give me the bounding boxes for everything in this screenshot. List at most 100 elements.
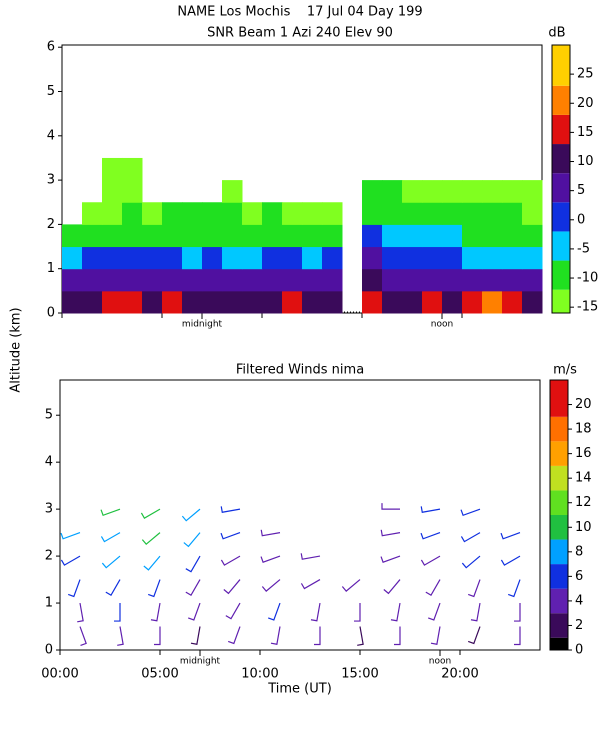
snr-cell: [322, 224, 343, 248]
wind-barb: [260, 555, 281, 564]
snr-cell: [362, 268, 383, 292]
snr-cell: [402, 180, 423, 203]
snr-cell: [162, 202, 183, 225]
wind-barb: [420, 506, 441, 513]
snr-cell: [62, 268, 83, 292]
snr-cell: [382, 180, 403, 203]
snr-cell: [302, 202, 323, 225]
wind-barb: [300, 579, 321, 590]
wind-barb: [380, 555, 401, 564]
snr-cell: [442, 202, 463, 225]
marker-label: midnight: [180, 657, 221, 667]
wind-barb: [500, 555, 521, 566]
snr-cell: [162, 268, 183, 292]
snr-cell: [302, 224, 323, 248]
chart-title: NAME Los Mochis 17 Jul 04 Day 199: [177, 5, 422, 20]
snr-cell: [102, 157, 123, 181]
snr-cell: [442, 180, 463, 203]
snr-cell: [82, 290, 103, 314]
snr-cell: [82, 202, 103, 225]
wind-barb: [185, 579, 201, 596]
wind-barb: [140, 508, 161, 519]
snr-cell: [502, 290, 523, 314]
chart-subtitle: SNR Beam 1 Azi 240 Elev 90: [207, 26, 393, 41]
colorbar-segment: [550, 380, 568, 417]
wind-barb: [68, 579, 81, 598]
wind-barb: [394, 626, 401, 646]
colorbar-segment: [552, 45, 570, 86]
wind-barb: [383, 579, 401, 595]
colorbar-segment: [550, 564, 568, 589]
snr-cell: [462, 290, 483, 314]
plot-frame: [59, 379, 541, 651]
snr-cell: [122, 180, 143, 203]
colorbar-segment: [552, 260, 570, 290]
y-tick-label: 3: [47, 173, 55, 188]
snr-cell: [422, 290, 443, 314]
snr-cell: [142, 246, 163, 270]
y-axis-label: Altitude (km): [9, 307, 24, 392]
wind-barb: [500, 532, 521, 540]
snr-cell: [162, 246, 183, 270]
wind-barb: [390, 602, 401, 622]
y-tick-label: 4: [45, 455, 53, 470]
snr-cell: [522, 202, 543, 225]
y-tick-label: 5: [45, 408, 53, 423]
snr-cell: [422, 180, 443, 203]
snr-cell: [502, 224, 523, 248]
marker-label: midnight: [182, 320, 223, 330]
snr-cell: [322, 246, 343, 270]
snr-cell: [502, 268, 523, 292]
wind-barb: [514, 626, 521, 646]
wind-barb: [100, 532, 121, 543]
wind-barb: [183, 532, 201, 548]
snr-cell: [282, 246, 303, 270]
snr-cell: [182, 224, 203, 248]
colorbar-tick-label: 6: [575, 569, 583, 584]
y-tick-label: 5: [47, 84, 55, 99]
snr-cell: [242, 268, 263, 292]
colorbar-segment: [552, 114, 570, 145]
snr-cell: [442, 268, 463, 292]
snr-cell: [102, 246, 123, 270]
snr-cell: [202, 224, 223, 248]
snr-cell: [302, 290, 323, 314]
wind-barb: [154, 626, 161, 646]
colorbar-segment: [550, 613, 568, 638]
wind-barb: [79, 626, 87, 647]
snr-cell: [222, 290, 243, 314]
colorbar-tick-label: -15: [577, 300, 598, 315]
snr-cell: [482, 202, 503, 225]
snr-cell: [122, 246, 143, 270]
snr-cell: [442, 290, 463, 314]
snr-cell: [162, 224, 183, 248]
snr-cell: [522, 224, 543, 248]
colorbar-tick-label: 20: [575, 397, 592, 412]
snr-cell: [482, 246, 503, 270]
snr-cell: [62, 224, 83, 248]
snr-cell: [82, 224, 103, 248]
snr-cell: [242, 290, 263, 314]
colorbar-segment: [552, 289, 570, 313]
snr-cell: [322, 268, 343, 292]
y-tick-label: 0: [45, 643, 53, 658]
wind-barb: [470, 602, 481, 622]
snr-cell: [462, 180, 483, 203]
wind-barb: [420, 532, 441, 540]
wind-barb: [227, 626, 241, 645]
snr-cell: [262, 246, 283, 270]
colorbar-tick-label: 4: [575, 593, 583, 608]
snr-cell: [482, 180, 503, 203]
wind-barb: [314, 626, 321, 646]
y-tick-label: 4: [47, 128, 55, 143]
wind-barb: [300, 553, 321, 560]
wind-barb: [341, 579, 361, 592]
wind-barb: [143, 555, 161, 571]
wind-barb: [223, 579, 241, 595]
colorbar-tick-label: 10: [577, 154, 594, 169]
snr-cell: [282, 268, 303, 292]
snr-cell: [142, 268, 163, 292]
snr-cell: [182, 246, 203, 270]
snr-cell: [142, 202, 163, 225]
